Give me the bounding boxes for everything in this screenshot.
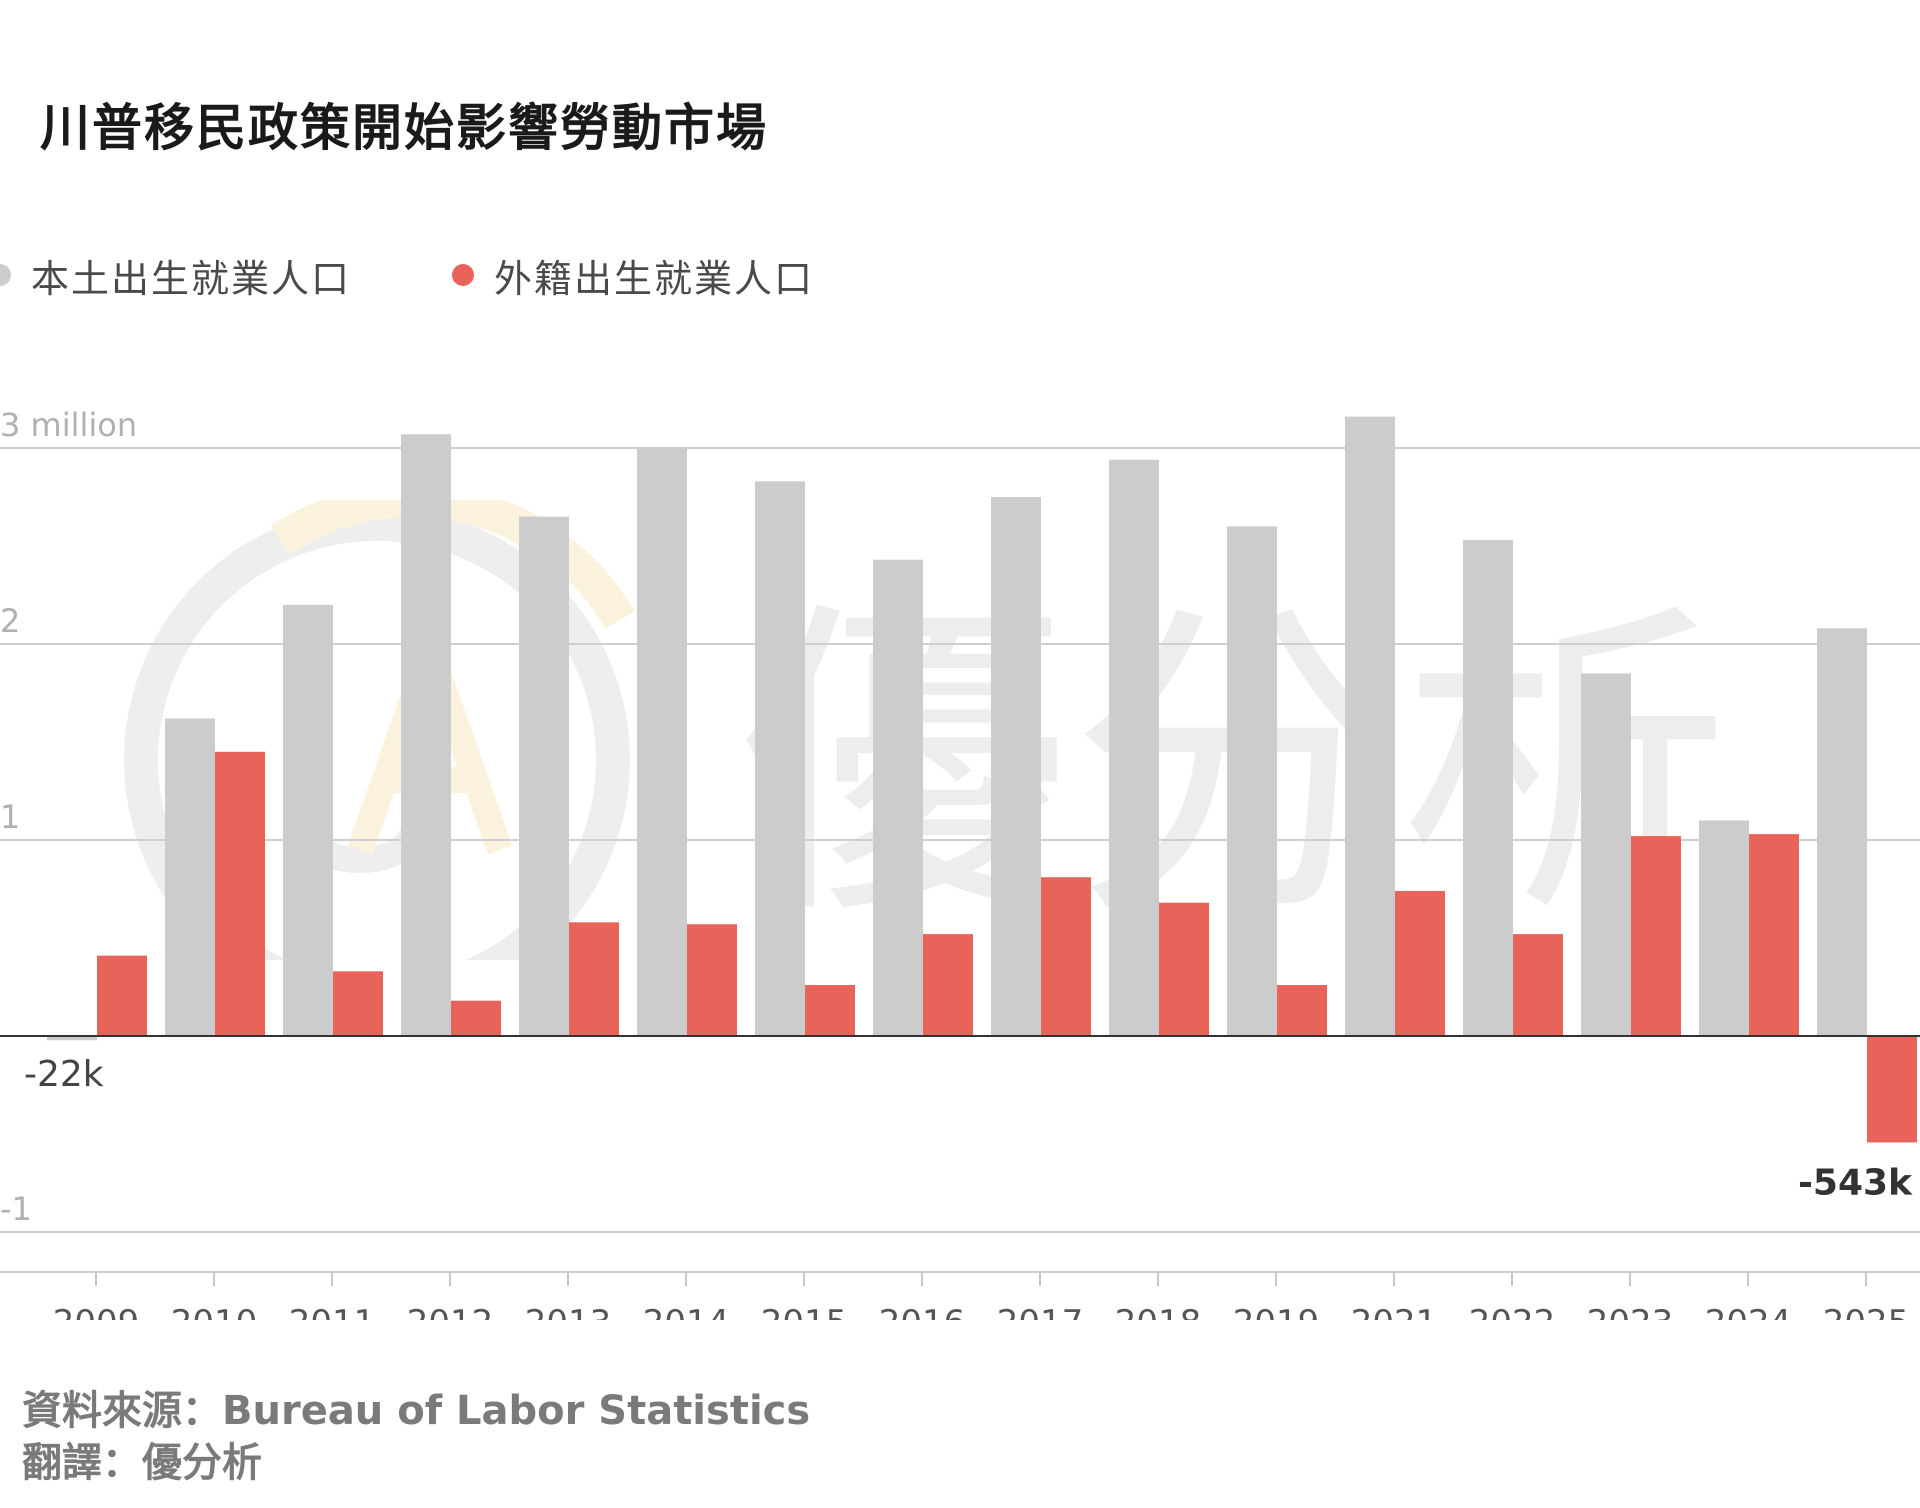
y-axis-ticks: 3 million 2 1 -1 (0, 406, 137, 1228)
bar-native (165, 718, 215, 1036)
x-tick-label: 2024 (1705, 1303, 1792, 1320)
legend: 本土出生就業人口 外籍出生就業人口 (0, 245, 1200, 305)
bar-native (1227, 526, 1277, 1036)
x-tick-label: 2018 (1115, 1303, 1202, 1320)
source-note: 資料來源：Bureau of Labor Statistics (22, 1388, 811, 1434)
y-tick-label: -1 (0, 1190, 32, 1228)
legend-item-native: 本土出生就業人口 (0, 245, 351, 305)
x-tick-label: 2014 (643, 1303, 730, 1320)
legend-label-native: 本土出生就業人口 (31, 256, 352, 301)
y-tick-label: 2 (0, 602, 20, 640)
y-tick-label: 1 (0, 798, 20, 836)
bar-native (1345, 416, 1395, 1036)
x-tick-label: 2013 (525, 1303, 612, 1320)
bar-native (991, 497, 1041, 1036)
bar-foreign (97, 955, 147, 1036)
x-tick-label: 2011 (289, 1303, 376, 1320)
x-tick-label: 2021 (1351, 1303, 1438, 1320)
bar-native (755, 481, 805, 1036)
data-label: -22k (24, 1054, 104, 1095)
x-tick-label: 2022 (1469, 1303, 1556, 1320)
bar-foreign (1749, 834, 1799, 1036)
bar-foreign (1277, 985, 1327, 1036)
bar-foreign (1867, 1036, 1917, 1143)
footer: 資料來源：Bureau of Labor Statistics 翻譯：優分析 (22, 1385, 810, 1489)
annotations: -22k -543k (24, 1054, 1913, 1203)
bar-foreign (805, 985, 855, 1036)
legend-dot-native (0, 264, 11, 286)
x-tick-label: 2012 (407, 1303, 494, 1320)
bar-foreign (215, 751, 265, 1036)
legend-dot-foreign (452, 264, 474, 286)
chart-title: 川普移民政策開始影響勞動市場 (40, 99, 768, 157)
bar-native (401, 434, 451, 1036)
x-tick-label: 2010 (171, 1303, 258, 1320)
bar-foreign (569, 922, 619, 1036)
bar-native (1581, 673, 1631, 1036)
data-label: -543k (1798, 1162, 1913, 1203)
x-tick-label: 2025 (1823, 1303, 1910, 1320)
bar-foreign (1513, 934, 1563, 1036)
legend-label-foreign: 外籍出生就業人口 (494, 256, 815, 301)
axes (0, 1035, 1920, 1273)
x-tick-label: 2016 (879, 1303, 966, 1320)
x-tick-label: 2015 (761, 1303, 848, 1320)
bars (47, 416, 1917, 1143)
bar-native (283, 604, 333, 1036)
x-tick-label: 2019 (1233, 1303, 1320, 1320)
bar-native (1817, 628, 1867, 1036)
bar-foreign (1041, 877, 1091, 1036)
translation-note: 翻譯：優分析 (22, 1440, 262, 1486)
bar-foreign (1159, 902, 1209, 1036)
x-tick-label: 2009 (53, 1303, 140, 1320)
bar-foreign (1395, 890, 1445, 1036)
bar-foreign (333, 971, 383, 1036)
bar-native (873, 559, 923, 1036)
y-tick-label: 3 million (0, 406, 137, 444)
bar-foreign (923, 934, 973, 1036)
bar-native (1699, 820, 1749, 1036)
bar-foreign (687, 924, 737, 1036)
bar-foreign (451, 1000, 501, 1036)
bar-native (1463, 540, 1513, 1036)
x-axis-ticks: 2009 2010 2011 2012 2013 2014 2015 2016 2017 2018… (53, 1272, 1910, 1320)
x-tick-label: 2017 (997, 1303, 1084, 1320)
legend-item-foreign: 外籍出生就業人口 (452, 245, 814, 305)
bar-native (1109, 459, 1159, 1036)
bar-native (519, 516, 569, 1036)
bar-native (47, 1036, 97, 1041)
bar-native (637, 448, 687, 1036)
bar-foreign (1631, 836, 1681, 1036)
x-tick-label: 2023 (1587, 1303, 1674, 1320)
